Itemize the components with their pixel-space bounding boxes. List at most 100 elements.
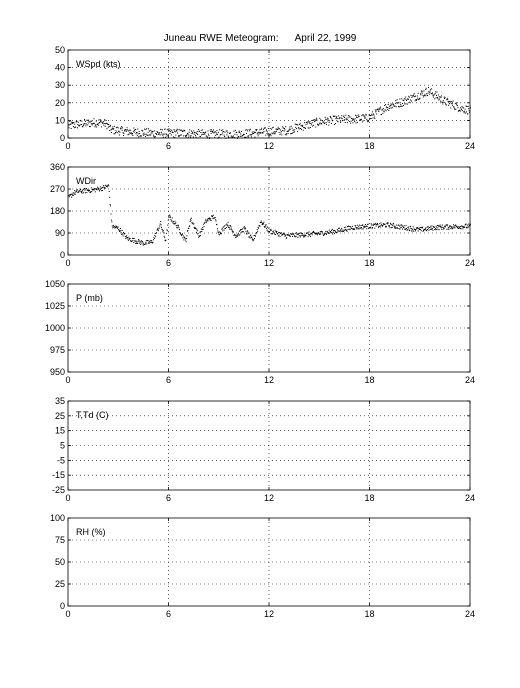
data-point [393,227,395,229]
data-point [441,101,443,103]
data-point [389,105,391,107]
data-point [148,130,150,132]
data-point [418,98,420,100]
data-point [393,225,395,227]
data-point [188,131,190,133]
data-point [457,107,459,109]
data-point [322,233,324,235]
data-point [431,92,433,94]
data-point [134,240,136,242]
data-point [295,236,297,238]
data-point [373,224,375,226]
data-point [258,132,260,134]
data-point [226,130,228,132]
data-point [388,108,390,110]
data-point [84,192,86,194]
data-point [360,118,362,120]
data-point [326,123,328,125]
data-point [225,130,227,132]
data-point [341,118,343,120]
data-point [97,122,99,124]
data-point [191,222,193,224]
data-point [262,224,264,226]
data-point [140,241,142,243]
data-point [189,135,191,137]
data-point [262,222,264,224]
data-point [434,93,436,95]
data-point [465,105,467,107]
y-tick-label: -5 [57,455,65,465]
data-point [139,242,141,244]
x-tick-label: 12 [264,375,274,385]
data-point [210,130,212,132]
data-point [194,227,196,229]
data-point [330,117,332,119]
data-point [275,233,277,235]
data-point [435,225,437,227]
data-point [344,118,346,120]
data-point [300,233,302,235]
data-point [78,125,80,127]
data-point [389,222,391,224]
data-point [77,124,79,126]
data-point [401,98,403,100]
data-point [190,137,192,138]
data-point [232,230,234,232]
data-point [431,228,433,230]
data-point [391,107,393,109]
data-point [442,103,444,105]
data-point [368,120,370,122]
data-point [311,119,313,121]
data-point [260,129,262,130]
data-point [125,236,127,238]
data-point [463,112,465,114]
data-point [398,102,400,104]
data-point [270,233,272,235]
data-point [328,229,330,231]
data-point [103,187,105,188]
data-point [436,224,438,226]
data-point [334,124,336,126]
data-point [455,108,457,110]
data-point [212,129,214,131]
data-point [413,93,415,95]
data-point [123,231,124,233]
data-point [452,100,454,102]
data-point [116,131,118,133]
data-point [72,194,74,196]
data-point [270,229,272,231]
data-point [180,233,182,235]
data-point [172,222,174,224]
data-point [416,228,418,230]
data-point [420,227,422,229]
data-point [220,129,222,131]
data-point [242,134,244,136]
data-point [157,230,159,232]
data-point [382,223,384,225]
data-point [138,240,140,242]
data-point [160,220,162,222]
data-point [93,188,95,190]
data-point [279,235,281,237]
data-point [405,103,407,105]
data-point [398,106,400,108]
data-point [450,226,452,228]
data-point [152,134,154,136]
y-tick-label: 75 [55,535,65,545]
data-point [115,225,117,227]
data-point [127,239,129,241]
data-point [179,232,181,234]
data-point [279,232,281,234]
data-point [112,128,114,130]
data-point [459,226,461,228]
y-tick-label: 10 [55,115,65,125]
data-point [83,123,85,125]
data-point [230,226,232,228]
data-point [425,227,427,229]
data-point [171,220,173,222]
data-point [350,122,352,124]
data-point [274,133,276,135]
data-point [366,228,368,230]
data-point [248,135,250,137]
data-point [341,229,343,231]
